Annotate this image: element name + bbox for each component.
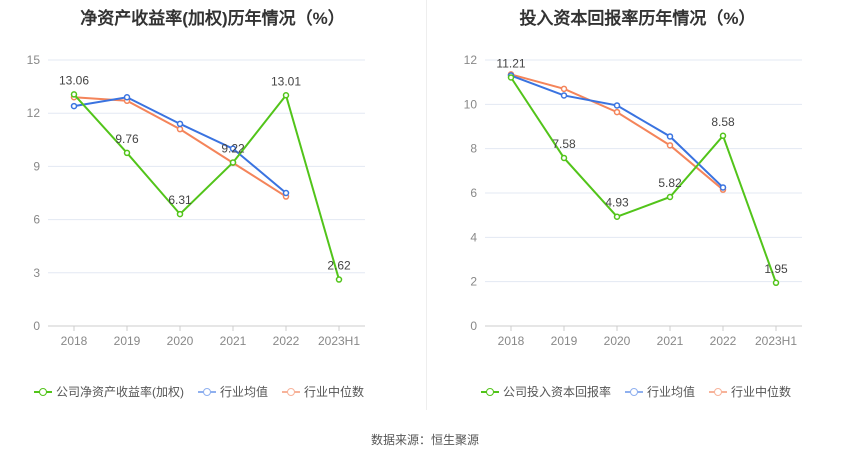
data-label: 8.58 xyxy=(711,115,735,129)
x-tick-label: 2019 xyxy=(114,334,141,348)
data-point xyxy=(176,120,184,128)
legend-item-company[interactable]: 公司投入资本回报率 xyxy=(481,383,611,400)
data-label: 9.22 xyxy=(221,141,245,155)
y-tick-label: 12 xyxy=(27,106,41,120)
legend-line-icon xyxy=(198,387,216,397)
data-point xyxy=(176,125,184,133)
data-point xyxy=(560,92,568,99)
x-tick-label: 2021 xyxy=(220,334,247,348)
data-label: 4.93 xyxy=(605,196,629,210)
legend-label: 公司投入资本回报率 xyxy=(503,385,612,399)
data-point xyxy=(70,102,78,110)
legend-label: 行业均值 xyxy=(220,385,269,399)
y-tick-label: 3 xyxy=(33,266,40,280)
data-point xyxy=(666,142,674,149)
data-label: 5.82 xyxy=(658,176,682,190)
legend-item-avg[interactable]: 行业均值 xyxy=(625,383,695,400)
x-tick-label: 2020 xyxy=(167,334,194,348)
data-label: 9.76 xyxy=(115,132,139,146)
y-tick-label: 9 xyxy=(33,159,40,173)
legend-item-company[interactable]: 公司净资产收益率(加权) xyxy=(34,383,184,400)
legend-roe: 公司净资产收益率(加权) 行业均值 行业中位数 xyxy=(34,383,364,400)
data-point xyxy=(613,102,621,109)
y-tick-label: 8 xyxy=(470,142,477,156)
y-tick-label: 12 xyxy=(464,53,478,67)
legend-line-icon xyxy=(34,387,52,397)
data-point xyxy=(229,159,237,166)
data-label: 13.01 xyxy=(271,74,301,88)
data-label: 13.06 xyxy=(59,73,89,87)
data-point xyxy=(123,93,131,101)
x-tick-label: 2018 xyxy=(61,334,88,348)
y-tick-label: 4 xyxy=(470,230,477,244)
y-tick-label: 6 xyxy=(470,186,477,200)
x-tick-label: 2021 xyxy=(657,334,684,348)
data-point xyxy=(507,74,515,81)
x-tick-label: 2018 xyxy=(498,334,525,348)
series-line-2 xyxy=(73,96,287,198)
data-label: 1.95 xyxy=(764,262,788,276)
legend-line-icon xyxy=(709,387,728,397)
chart-title-roe: 净资产收益率(加权)历年情况（%） xyxy=(80,9,345,28)
legend-label: 行业中位数 xyxy=(731,385,792,399)
data-point xyxy=(719,132,727,140)
data-source: 数据来源：恒生聚源 xyxy=(370,433,479,447)
series-line-1 xyxy=(73,96,287,194)
legend-label: 公司净资产收益率(加权) xyxy=(56,385,184,399)
x-tick-label: 2019 xyxy=(551,334,578,348)
data-point xyxy=(560,154,568,162)
y-tick-label: 2 xyxy=(470,275,477,289)
data-point xyxy=(70,91,78,98)
divider xyxy=(426,0,427,410)
legend-item-median[interactable]: 行业中位数 xyxy=(709,383,791,400)
legend-item-avg[interactable]: 行业均值 xyxy=(198,383,268,400)
data-point xyxy=(335,276,343,283)
series-line-0 xyxy=(73,93,340,280)
legend-line-icon xyxy=(481,387,499,397)
data-point xyxy=(772,279,780,287)
data-point xyxy=(666,193,674,201)
legend-line-icon xyxy=(625,387,644,397)
x-tick-label: 2023H1 xyxy=(318,334,360,348)
y-tick-label: 10 xyxy=(464,97,478,111)
data-point xyxy=(123,149,131,157)
x-tick-label: 2023H1 xyxy=(755,334,797,348)
data-point xyxy=(229,145,237,152)
chart-title-roic: 投入资本回报率历年情况（%） xyxy=(519,9,756,28)
data-point xyxy=(613,213,621,220)
legend-label: 行业中位数 xyxy=(304,385,365,399)
y-tick-label: 0 xyxy=(470,319,477,333)
x-tick-label: 2022 xyxy=(710,334,737,348)
series-line-0 xyxy=(510,76,777,284)
y-tick-label: 15 xyxy=(27,53,41,67)
x-tick-label: 2020 xyxy=(604,334,631,348)
series-line-1 xyxy=(510,74,724,189)
data-point xyxy=(719,184,727,191)
legend-label: 行业均值 xyxy=(647,385,696,399)
legend-line-icon xyxy=(282,387,301,397)
data-point xyxy=(560,85,568,93)
y-tick-label: 6 xyxy=(33,213,40,227)
data-label: 7.58 xyxy=(552,137,576,151)
data-point xyxy=(666,133,674,140)
y-tick-label: 0 xyxy=(33,319,40,333)
data-label: 6.31 xyxy=(168,193,192,207)
legend-roic: 公司投入资本回报率 行业均值 行业中位数 xyxy=(481,383,791,400)
x-tick-label: 2022 xyxy=(273,334,300,348)
data-point xyxy=(282,189,290,197)
legend-item-median[interactable]: 行业中位数 xyxy=(282,383,364,400)
data-point xyxy=(282,92,290,99)
data-label: 2.62 xyxy=(327,259,351,273)
data-point xyxy=(176,210,184,218)
data-point xyxy=(613,108,621,116)
data-label: 11.21 xyxy=(496,57,525,71)
